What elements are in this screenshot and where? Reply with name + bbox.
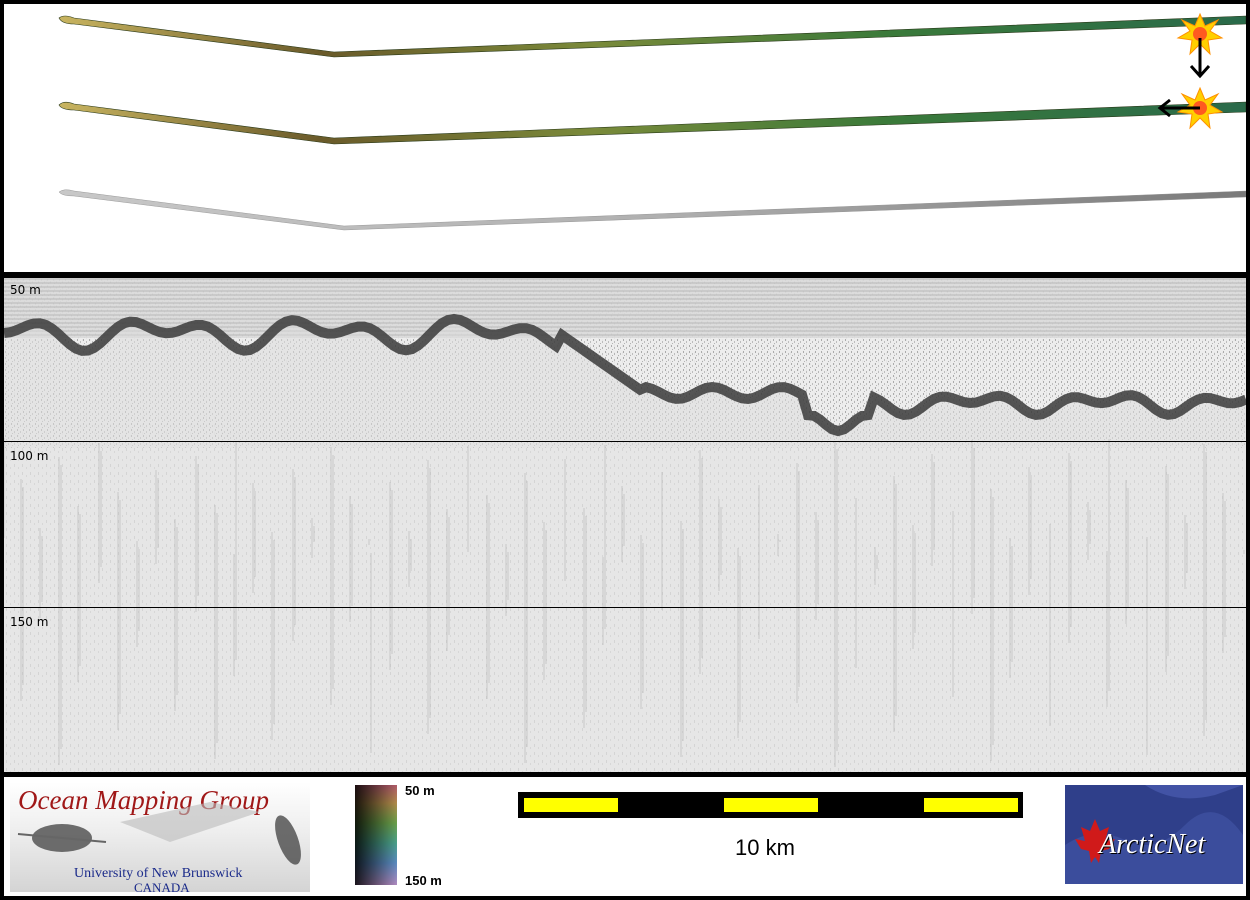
scale-segment: [524, 798, 618, 812]
bathymetry-strip-2: [58, 101, 1246, 145]
maple-leaf-icon: [1075, 819, 1115, 863]
depth-gridline: [4, 441, 1246, 442]
arcticnet-name: ArcticNet: [1099, 829, 1206, 860]
track-overview-svg: [58, 12, 1246, 231]
distance-scale-bar: [518, 792, 1023, 818]
echogram-svg: [4, 278, 1246, 772]
depth-label-100: 100 m: [10, 449, 49, 463]
track-overview-panel: [4, 4, 1246, 272]
depth-gridline: [4, 607, 1246, 608]
arrow-down-icon: [1189, 38, 1211, 79]
backscatter-strip: [58, 189, 1246, 231]
bathymetry-strip-1: [58, 15, 1246, 58]
depth-label-50: 50 m: [10, 283, 41, 297]
arctic-map-icon: [1065, 785, 1243, 884]
ocean-mapping-group-logo: Ocean Mapping Group University of New Br…: [10, 782, 310, 895]
seafloor-profile: [4, 313, 1246, 772]
legend-footer: Ocean Mapping Group University of New Br…: [4, 777, 1246, 896]
omg-university: University of New Brunswick: [74, 866, 243, 881]
sub-bottom-fill: [4, 318, 1246, 772]
color-scale-bottom-label: 150 m: [405, 873, 442, 888]
scale-bar-label: 10 km: [735, 835, 795, 860]
scale-segment: [724, 798, 818, 812]
echogram-panel: 50 m 100 m 150 m: [4, 278, 1246, 772]
omg-country: CANADA: [134, 880, 190, 895]
arcticnet-logo: ArcticNet: [1065, 785, 1243, 884]
color-scale-top-label: 50 m: [405, 783, 435, 798]
sun-burst-icon: [1176, 12, 1224, 56]
scale-segment: [924, 798, 1018, 812]
depth-color-scale: [355, 785, 397, 885]
depth-label-150: 150 m: [10, 615, 49, 629]
swath-icon: [17, 802, 301, 865]
arrow-left-icon: [1157, 98, 1200, 118]
seafloor-reflection: [4, 313, 1246, 437]
